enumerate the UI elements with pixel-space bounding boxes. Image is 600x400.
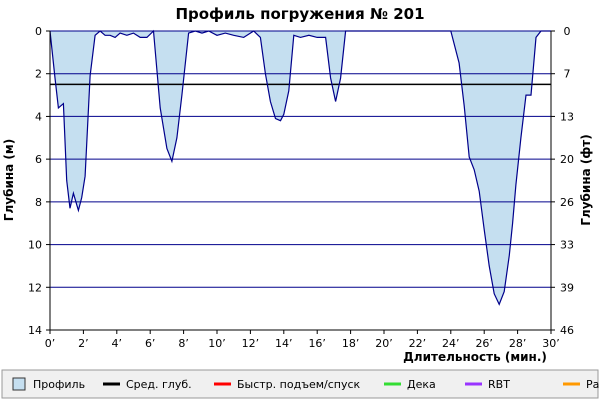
legend: Профиль Сред. глуб. Быстр. подъем/спуск Дек… xyxy=(1,369,600,399)
legend-swatch-profile xyxy=(12,377,26,391)
x-axis-label: Длительность (мин.) xyxy=(403,350,547,364)
x-tick-label: 16’ xyxy=(308,337,326,350)
chart-title: Профиль погружения № 201 xyxy=(175,5,424,23)
x-tick-label: 18’ xyxy=(342,337,360,350)
legend-label: Сред. глуб. xyxy=(126,378,192,391)
x-tick-label: 14’ xyxy=(275,337,293,350)
x-tick-label: 30’ xyxy=(542,337,560,350)
y-tick-label-left: 10 xyxy=(28,239,42,252)
x-tick-label: 22’ xyxy=(409,337,427,350)
y-tick-label-left: 8 xyxy=(35,196,42,209)
y-tick-label-left: 6 xyxy=(35,153,42,166)
y-tick-label-left: 2 xyxy=(35,68,42,81)
y-axis-label-left: Глубина (м) xyxy=(2,139,16,221)
legend-label: Быстр. подъем/спуск xyxy=(237,378,361,391)
y-tick-label-right: 20 xyxy=(560,153,574,166)
x-tick-label: 24’ xyxy=(442,337,460,350)
x-tick-label: 12’ xyxy=(242,337,260,350)
y-tick-label-right: 33 xyxy=(560,239,574,252)
plot-area xyxy=(49,29,551,331)
y-tick-label-left: 0 xyxy=(35,25,42,38)
y-tick-label-right: 7 xyxy=(564,68,571,81)
y-tick-label-right: 39 xyxy=(560,281,574,294)
y-tick-label-left: 4 xyxy=(35,110,42,123)
x-tick-label: 0’ xyxy=(45,337,56,350)
x-tick-label: 20’ xyxy=(375,337,393,350)
legend-box xyxy=(1,369,599,399)
profile-line xyxy=(49,29,551,306)
x-tick-label: 8’ xyxy=(178,337,189,350)
y-tick-label-right: 46 xyxy=(560,324,574,337)
x-tick-label: 28’ xyxy=(509,337,527,350)
legend-label: Дека xyxy=(407,378,436,391)
y-tick-label-right: 0 xyxy=(564,25,571,38)
y-tick-label-left: 14 xyxy=(28,324,42,337)
legend-label: RBT xyxy=(488,378,510,391)
x-tick-label: 4’ xyxy=(112,337,123,350)
x-tick-label: 10’ xyxy=(208,337,226,350)
y-tick-label-left: 12 xyxy=(28,281,42,294)
y-tick-label-right: 13 xyxy=(560,110,574,123)
axes: 0 0 2 7 4 13 6 20 8 26 10 33 12 39 14 46 0’ 2’ 4’ 6’ 8’ 10’ 12… xyxy=(28,25,574,350)
legend-label: Профиль xyxy=(33,378,85,391)
y-tick-label-right: 26 xyxy=(560,196,574,209)
profile-area xyxy=(50,31,551,305)
legend-label: Раб. xyxy=(586,378,600,391)
x-tick-label: 26’ xyxy=(475,337,493,350)
y-axis-label-right: Глубина (фт) xyxy=(579,134,593,225)
x-tick-label: 2’ xyxy=(78,337,89,350)
x-tick-label: 6’ xyxy=(145,337,156,350)
